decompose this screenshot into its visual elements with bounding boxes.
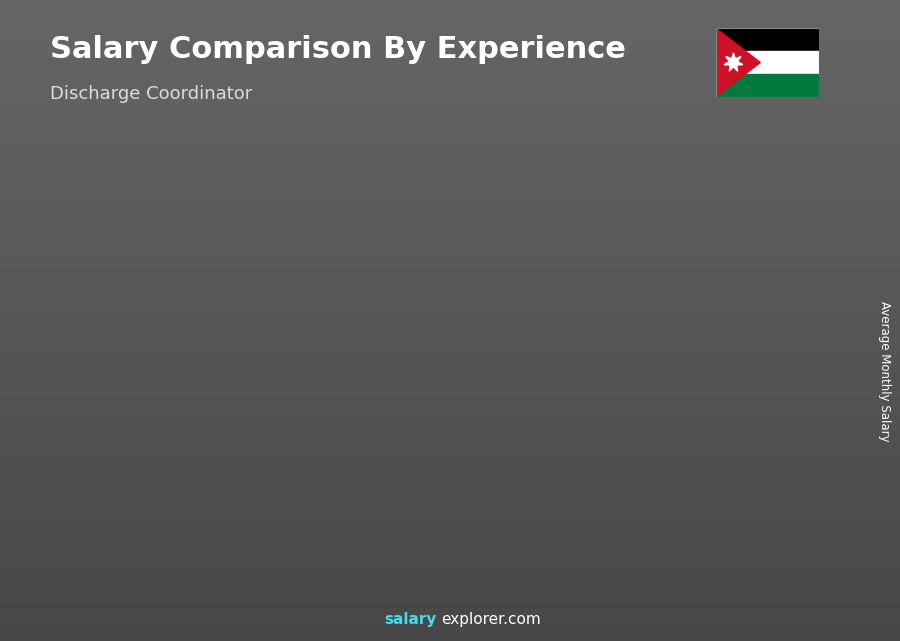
Polygon shape [716, 28, 760, 97]
Text: Average Monthly Salary: Average Monthly Salary [878, 301, 890, 442]
FancyArrowPatch shape [606, 240, 705, 272]
Polygon shape [564, 293, 625, 558]
Polygon shape [329, 354, 391, 558]
Text: +9%: +9% [509, 254, 551, 272]
Polygon shape [682, 271, 743, 558]
Text: 960 JOD: 960 JOD [559, 272, 618, 285]
Text: salary: salary [384, 612, 436, 627]
Polygon shape [446, 313, 508, 558]
Text: +8%: +8% [626, 234, 669, 252]
Bar [716, 74, 819, 97]
Text: +40%: +40% [272, 311, 326, 329]
Bar [716, 51, 819, 74]
Polygon shape [391, 345, 406, 558]
Text: 740 JOD: 740 JOD [324, 333, 383, 345]
Polygon shape [94, 447, 155, 558]
Polygon shape [273, 405, 288, 558]
Polygon shape [743, 258, 759, 558]
Text: Discharge Coordinator: Discharge Coordinator [50, 85, 252, 103]
Text: 1,040 JOD: 1,040 JOD [688, 250, 761, 263]
Polygon shape [94, 442, 170, 447]
Bar [716, 28, 819, 51]
FancyArrowPatch shape [252, 329, 351, 395]
FancyArrowPatch shape [489, 262, 587, 292]
Polygon shape [212, 412, 273, 558]
Text: +31%: +31% [157, 372, 210, 390]
Polygon shape [626, 281, 641, 558]
FancyArrowPatch shape [370, 285, 469, 335]
Polygon shape [564, 281, 641, 293]
Text: 890 JOD: 890 JOD [442, 291, 501, 304]
Text: +20%: +20% [390, 270, 443, 288]
Text: explorer.com: explorer.com [441, 612, 541, 627]
Polygon shape [508, 301, 523, 558]
Polygon shape [212, 405, 288, 412]
Polygon shape [155, 442, 170, 558]
Polygon shape [724, 53, 742, 71]
Text: 530 JOD: 530 JOD [206, 390, 266, 403]
Polygon shape [329, 345, 406, 354]
Polygon shape [682, 258, 759, 271]
FancyArrowPatch shape [135, 387, 234, 433]
Polygon shape [446, 301, 523, 313]
Text: 400 JOD: 400 JOD [104, 445, 163, 458]
Text: Salary Comparison By Experience: Salary Comparison By Experience [50, 35, 625, 64]
